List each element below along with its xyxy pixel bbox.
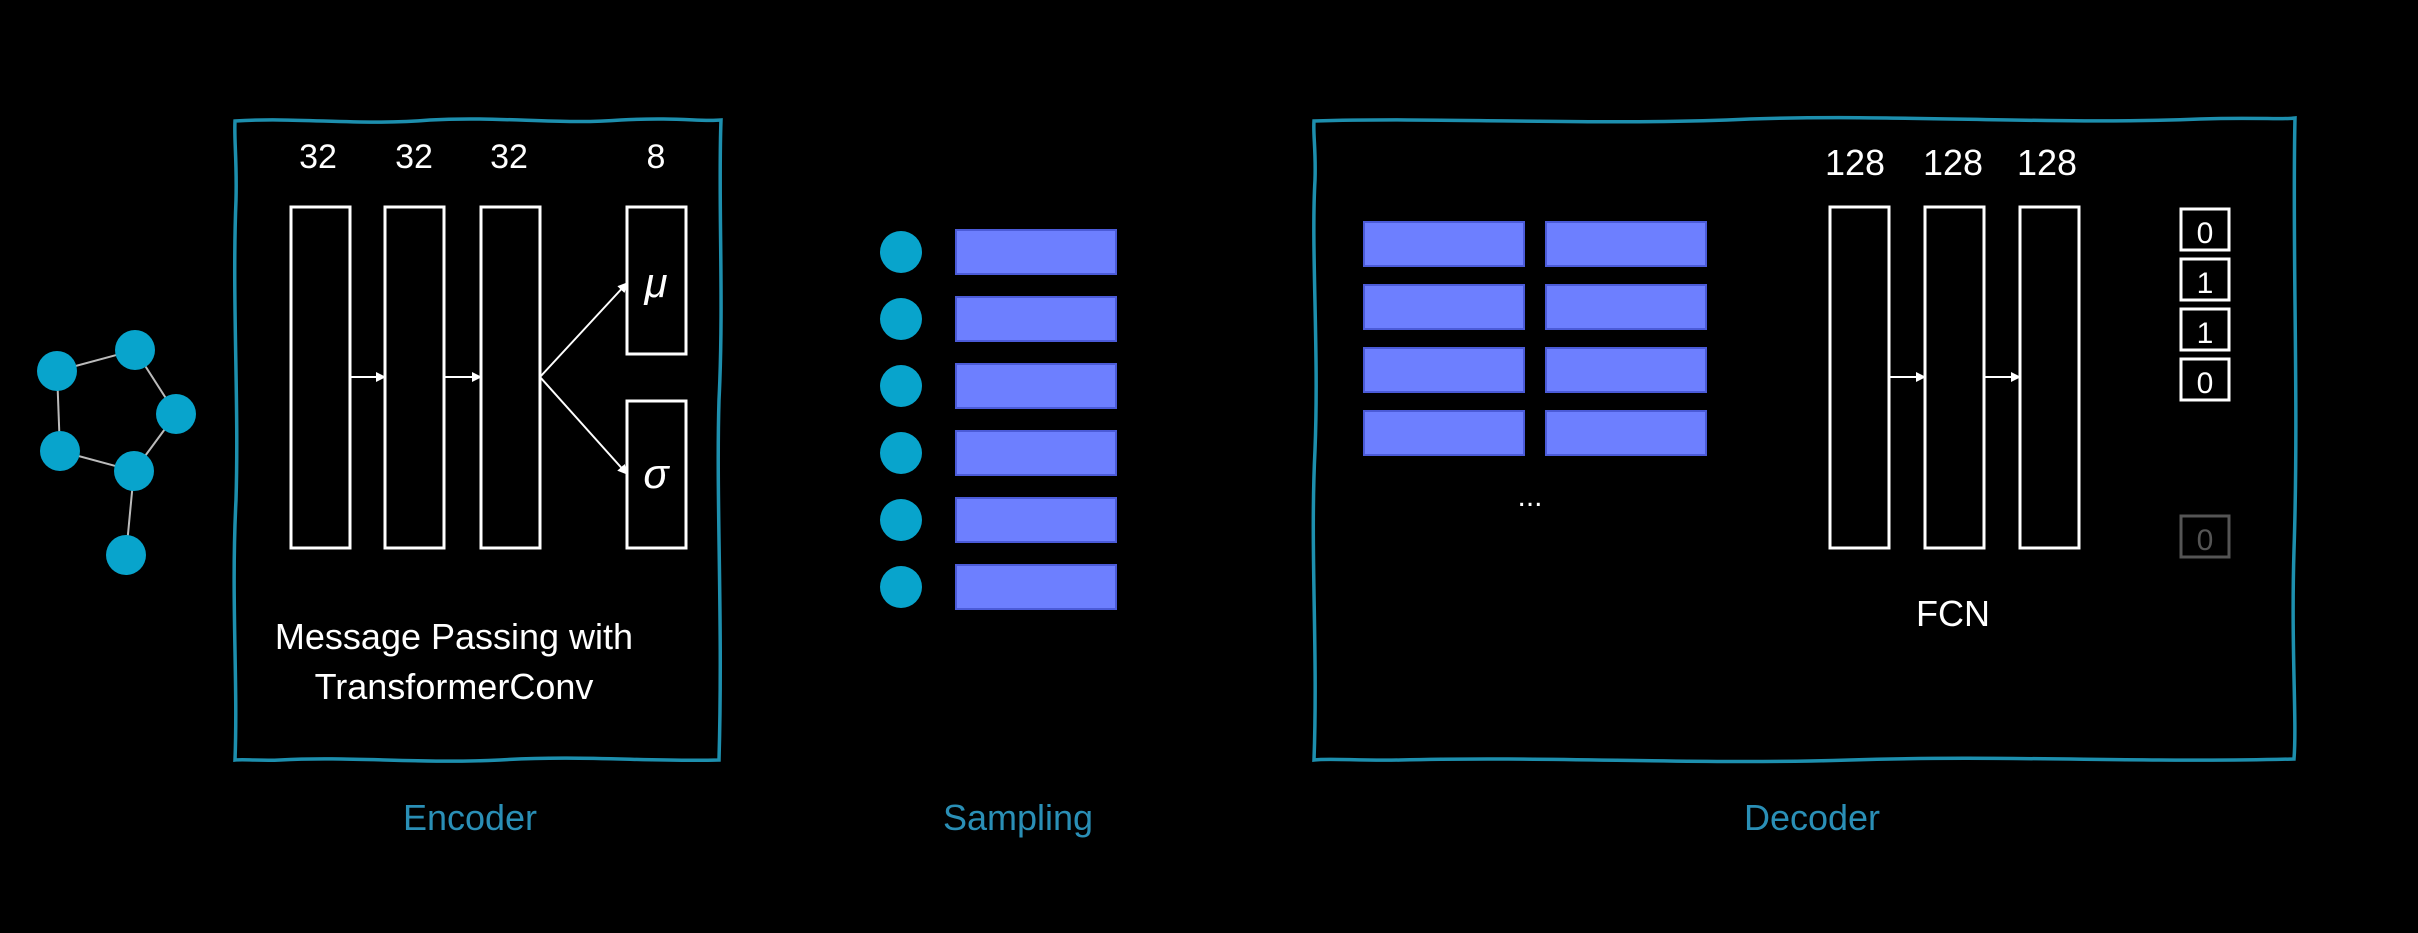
encoder-size-3: 32 — [490, 138, 528, 176]
arrow-to-mu — [539, 282, 628, 378]
latent-node — [880, 365, 922, 407]
latent-embedding — [955, 564, 1117, 610]
latent-node — [880, 499, 922, 541]
graph-node — [37, 351, 77, 391]
decoder-size-3: 128 — [2017, 142, 2077, 183]
embedding-block — [1363, 410, 1525, 456]
decoder-size-2: 128 — [1923, 142, 1983, 183]
graph-node — [40, 431, 80, 471]
output-cell — [2179, 257, 2231, 302]
faded-output-value: 0 — [2197, 524, 2214, 557]
encoder-size-2: 32 — [395, 138, 433, 176]
graph-node — [115, 330, 155, 370]
output-cell — [2179, 357, 2231, 402]
encoder-layer-2 — [383, 205, 446, 550]
fcn-label: FCN — [1916, 593, 1990, 634]
latent-node — [880, 432, 922, 474]
embedding-block — [1545, 284, 1707, 330]
faded-output-cell — [2179, 514, 2231, 559]
sampling-label: Sampling — [943, 797, 1093, 838]
latent-embedding — [955, 497, 1117, 543]
graph-node — [106, 535, 146, 575]
output-value: 1 — [2197, 267, 2214, 300]
embedding-block — [1545, 410, 1707, 456]
encoder-label: Encoder — [403, 797, 537, 838]
latent-embedding — [955, 296, 1117, 342]
output-value: 0 — [2197, 367, 2214, 400]
latent-embedding — [955, 229, 1117, 275]
encoder-layer-1 — [289, 205, 352, 550]
embedding-block — [1363, 347, 1525, 393]
latent-embedding — [955, 363, 1117, 409]
graph-nodes — [37, 330, 196, 575]
decoder-size-1: 128 — [1825, 142, 1885, 183]
output-value: 0 — [2197, 217, 2214, 250]
decoder-frame — [1311, 115, 2298, 764]
decoder-block: ... 128 128 128 FCN 0 1 1 0 0 — [1311, 115, 2298, 764]
fcn-layer-2 — [1923, 205, 1986, 550]
encoder-caption-line2: TransformerConv — [315, 666, 594, 707]
decoder-label: Decoder — [1744, 797, 1880, 838]
encoder-frame — [232, 117, 723, 763]
output-cell — [2179, 307, 2231, 352]
embedding-block — [1363, 284, 1525, 330]
embedding-block — [1545, 221, 1707, 267]
encoder-size-1: 32 — [299, 138, 337, 176]
sampling-block — [880, 229, 1117, 610]
latent-node — [880, 298, 922, 340]
fcn-layer-1 — [1828, 205, 1891, 550]
latent-embedding — [955, 430, 1117, 476]
encoder-caption-line1: Message Passing with — [275, 616, 633, 657]
output-value: 1 — [2197, 317, 2214, 350]
graph-node — [156, 394, 196, 434]
encoder-block: 32 32 32 8 μ σ Message Passing with Tran… — [232, 117, 723, 763]
input-graph — [37, 330, 196, 575]
graph-node — [114, 451, 154, 491]
output-cell — [2179, 207, 2231, 252]
ellipsis: ... — [1517, 480, 1542, 513]
encoder-layer-3 — [479, 205, 542, 550]
sigma-symbol: σ — [643, 450, 670, 497]
fcn-layer-3 — [2018, 205, 2081, 550]
encoder-arrows — [350, 282, 628, 475]
mu-symbol: μ — [643, 259, 667, 306]
latent-node — [880, 231, 922, 273]
embedding-block — [1545, 347, 1707, 393]
latent-node — [880, 566, 922, 608]
encoder-size-latent: 8 — [647, 138, 666, 176]
output-vector: 0 1 1 0 0 — [2179, 207, 2231, 559]
embedding-block — [1363, 221, 1525, 267]
mu-box — [625, 205, 688, 356]
arrow-to-sigma — [539, 376, 628, 475]
